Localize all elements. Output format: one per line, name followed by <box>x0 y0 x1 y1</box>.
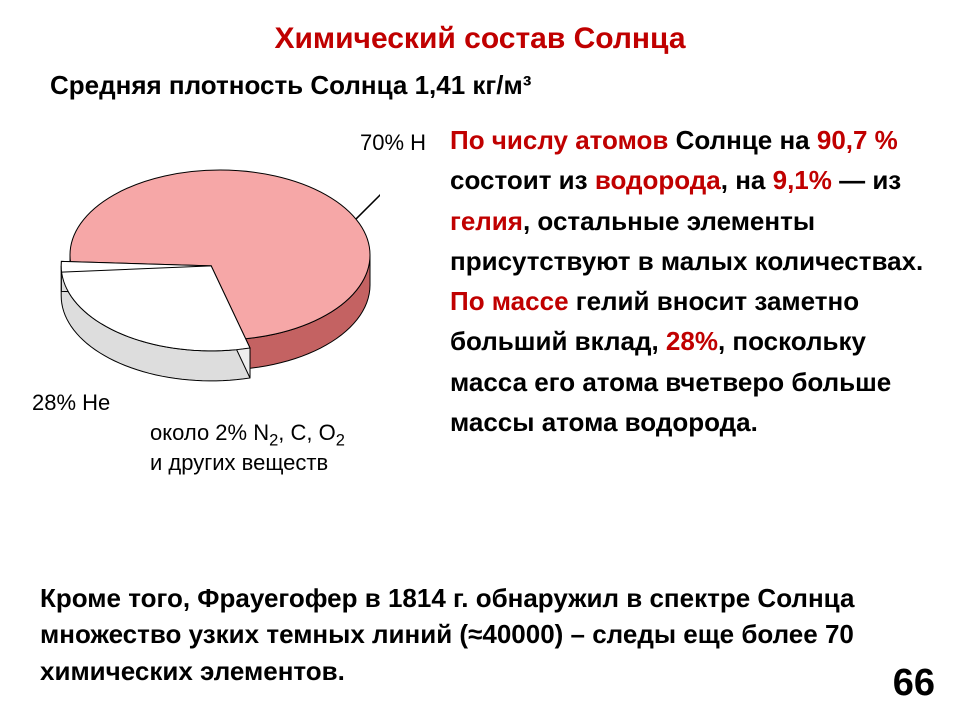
page-title: Химический состав Солнца <box>0 22 960 56</box>
slice-label-he: 28% He <box>32 390 110 416</box>
pie-chart: 70% H 28% He около 2% N2, C, O2 и других… <box>20 115 440 505</box>
composition-paragraph: По числу атомов Солнце на 90,7 % состоит… <box>450 120 940 442</box>
slice-label-other: около 2% N2, C, O2 и других веществ <box>150 420 345 476</box>
title-text: Химический состав Солнца <box>274 22 685 55</box>
slice-label-h: 70% H <box>360 130 426 156</box>
pie-3d <box>60 155 380 395</box>
density-subtitle: Средняя плотность Солнца 1,41 кг/м³ <box>50 70 531 101</box>
page-number: 66 <box>893 662 935 705</box>
fraunhofer-paragraph: Кроме того, Фрауегофер в 1814 г. обнаруж… <box>40 580 900 689</box>
